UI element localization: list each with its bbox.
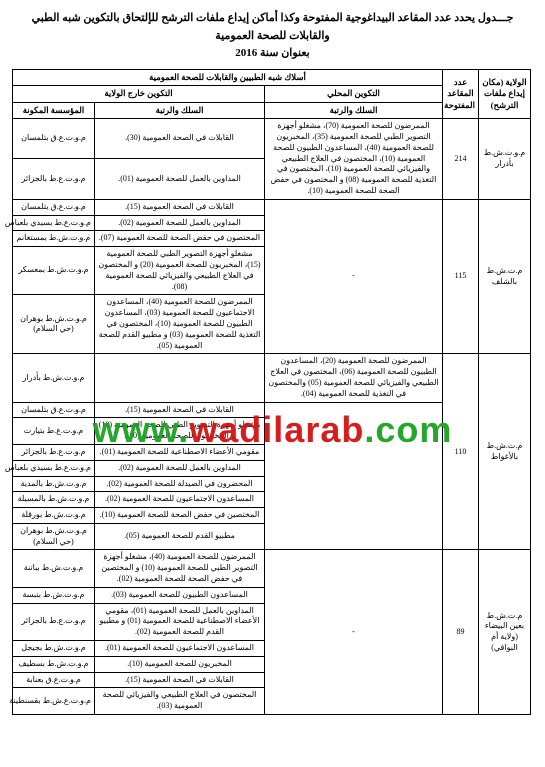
- local-cell: -: [265, 199, 443, 354]
- inst-cell: م.و.ت.ع.ط بالجزائر: [12, 159, 94, 199]
- inst-cell: م.و.ت.ش.ط بمستغانم: [12, 231, 94, 247]
- out-cell: المختصون في حفض الصحة للصحة العمومية (07…: [95, 231, 265, 247]
- out-cell: مطبيو القدم للصحة العمومية (05).: [95, 523, 265, 550]
- out-cell: مقومي الأعضاء الاصطناعية للصحة العمومية …: [95, 444, 265, 460]
- inst-cell: م.و.ت.ع.ط بسيدي بلعباس: [12, 460, 94, 476]
- col-local: التكوين المحلي: [265, 86, 443, 102]
- inst-cell: م.و.ت.ش.ط بمعسكر: [12, 247, 94, 295]
- local-cell: -: [265, 550, 443, 715]
- out-cell: المداوين بالعمل للصحة العمومية (02).: [95, 460, 265, 476]
- inst-cell: م.و.ت.ش.ط بباتنة: [12, 550, 94, 587]
- table-row: م.و.ت.ش.ط بأدرار 214 الممرضون للصحة العم…: [12, 119, 530, 159]
- out-cell: المساعدون الطبيون للصحة العمومية (03).: [95, 587, 265, 603]
- seats-cell: 214: [443, 119, 479, 200]
- inst-cell: م.و.ت.ش.ط بوهران (حي السلام): [12, 295, 94, 354]
- inst-cell: م.و.ت.ع.ق بتلمسان: [12, 199, 94, 215]
- out-cell: المخبريون للصحة العمومية (10).: [95, 656, 265, 672]
- inst-cell: م.و.ت.ع.ط بالجزائر: [12, 444, 94, 460]
- out-cell: المداوين بالعمل للصحة العمومية (02).: [95, 215, 265, 231]
- out-cell: القابلات في الصحة العمومية (15).: [95, 672, 265, 688]
- local-cell: [265, 402, 443, 550]
- out-cell: المختصين في حفض الصحة للصحة العمومية (10…: [95, 508, 265, 524]
- table-row: م.ت.ش.ط بعين البيضاء (ولاية أم البواقي) …: [12, 550, 530, 587]
- main-table: الولاية (مكان إيداع ملفات الترشح) عدد ال…: [12, 69, 531, 715]
- out-cell: مشغلو أجهزة التصوير الطبي للصحة العمومية…: [95, 247, 265, 295]
- table-row: م.ت.ش.ط بالأغواط 110 الممرضون للصحة العم…: [12, 354, 530, 402]
- inst-cell: م.و.ت.ش.ط بجيجل: [12, 641, 94, 657]
- table-row: م.ت.ش.ط بالشلف 115 - القابلات في الصحة ا…: [12, 199, 530, 215]
- local-cell: الممرضون للصحة العمومية (70)، مشغلو أجهز…: [265, 119, 443, 200]
- title-line-1: جـــدول يحدد عدد المقاعد البيداغوجية الم…: [32, 12, 514, 42]
- title-line-2: بعنوان سنة 2016: [235, 47, 309, 59]
- out-cell: المساعدون الاجتماعيون للصحة العمومية (02…: [95, 492, 265, 508]
- col-outside: التكوين خارج الولاية: [12, 86, 264, 102]
- inst-cell: م.و.ت.ع.ط بتيارت: [12, 418, 94, 445]
- inst-cell: م.و.ت.ع.ق بعنابة: [12, 672, 94, 688]
- out-cell: المختصون في العلاج الطبيعي والفيزيائي لل…: [95, 688, 265, 715]
- inst-cell: م.و.ت.ش.ط بالمسيلة: [12, 492, 94, 508]
- inst-cell: م.و.ت.ع.ط بسيدي بلعباس: [12, 215, 94, 231]
- out-cell: المداوين بالعمل للصحة العمومية (01).: [95, 159, 265, 199]
- inst-cell: م.و.ت.ع.ط بالجزائر: [12, 603, 94, 640]
- wilaya-cell: م.ت.ش.ط بعين البيضاء (ولاية أم البواقي): [479, 550, 531, 715]
- seats-cell: 115: [443, 199, 479, 354]
- out-cell: المحضرون في الصيدلة للصحة العمومية (02).: [95, 476, 265, 492]
- inst-cell: م.و.ت.ش.ط بورقلة: [12, 508, 94, 524]
- out-cell: مشغلو أجهزة التصوير الطبي للصحة العمومية…: [95, 418, 265, 445]
- out-cell: المداوين بالعمل للصحة العمومية (01)، مقو…: [95, 603, 265, 640]
- inst-cell: م.و.ت.ش.ط بتبسة: [12, 587, 94, 603]
- inst-cell: م.و.ت.ش.ط بسطيف: [12, 656, 94, 672]
- inst-cell: م.و.ت.ع.ش.ط بقسنطينة: [12, 688, 94, 715]
- local-cell: الممرضون للصحة العمومية (20)، المساعدون …: [265, 354, 443, 402]
- out-cell: القابلات في الصحة العمومية (15).: [95, 402, 265, 418]
- col-rank-local: السلك والرتبة: [265, 102, 443, 118]
- wilaya-cell: م.ت.ش.ط بالأغواط: [479, 354, 531, 550]
- inst-cell: م.و.ت.ع.ق بتلمسان: [12, 119, 94, 159]
- out-cell: القابلات في الصحة العمومية (15).: [95, 199, 265, 215]
- document-title: جـــدول يحدد عدد المقاعد البيداغوجية الم…: [14, 10, 531, 63]
- page: جـــدول يحدد عدد المقاعد البيداغوجية الم…: [0, 0, 545, 767]
- col-wilaya: الولاية (مكان إيداع ملفات الترشح): [479, 69, 531, 118]
- out-cell: المساعدون الاجتماعيون للصحة العمومية (01…: [95, 641, 265, 657]
- inst-cell: م.و.ت.ش.ط بالمدية: [12, 476, 94, 492]
- out-cell: القابلات في الصحة العمومية (30).: [95, 119, 265, 159]
- col-corps: أسلاك شبه الطبيين والقابلات للصحة العموم…: [12, 69, 442, 85]
- seats-cell: 89: [443, 550, 479, 715]
- wilaya-cell: م.و.ت.ش.ط بأدرار: [479, 119, 531, 200]
- seats-cell: 110: [443, 354, 479, 550]
- col-rank-out: السلك والرتبة: [95, 102, 265, 118]
- inst-cell: م.و.ت.ش.ط بأدرار: [12, 354, 94, 402]
- col-seats: عدد المقاعد المفتوحة: [443, 69, 479, 118]
- inst-cell: م.و.ت.ش.ط بوهران (حي السلام): [12, 523, 94, 550]
- out-cell: الممرضون للصحة العمومية (40)، المساعدون …: [95, 295, 265, 354]
- inst-cell: م.و.ت.ع.ق بتلمسان: [12, 402, 94, 418]
- out-cell: الممرضون للصحة العمومية (40)، مشغلو أجهز…: [95, 550, 265, 587]
- wilaya-cell: م.ت.ش.ط بالشلف: [479, 199, 531, 354]
- out-cell: [95, 354, 265, 402]
- table-header: الولاية (مكان إيداع ملفات الترشح) عدد ال…: [12, 69, 530, 118]
- col-inst: المؤسسة المكونة: [12, 102, 94, 118]
